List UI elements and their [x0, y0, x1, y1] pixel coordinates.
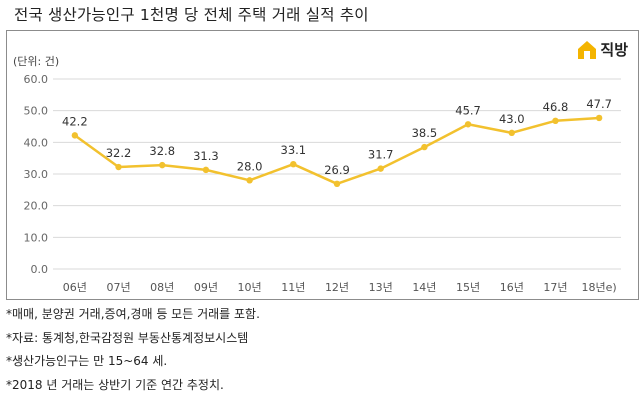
- data-point: [421, 143, 428, 151]
- x-tick-label: 12년: [325, 281, 349, 294]
- data-point: [508, 129, 515, 137]
- x-tick-label: 17년: [543, 281, 567, 294]
- x-tick-label: 14년: [412, 281, 436, 294]
- brand-name: 직방: [600, 41, 628, 59]
- data-label: 32.2: [106, 146, 132, 160]
- data-label: 42.2: [62, 114, 88, 128]
- x-tick-label: 06년: [63, 281, 87, 294]
- x-tick-label: 08년: [150, 281, 174, 294]
- x-tick-label: 10년: [238, 281, 262, 294]
- brand-logo: 직방: [577, 39, 628, 60]
- data-label: 43.0: [499, 112, 525, 126]
- data-point: [159, 161, 166, 169]
- chart-title: 전국 생산가능인구 1천명 당 전체 주택 거래 실적 추이: [14, 6, 369, 24]
- data-point: [246, 177, 253, 184]
- footnotes: *매매, 분양권 거래,증여,경매 등 모든 거래를 포함. *자료: 통계청,…: [6, 303, 260, 397]
- data-label: 32.8: [149, 144, 175, 158]
- data-label: 31.3: [193, 149, 219, 163]
- data-label: 26.9: [324, 163, 350, 177]
- data-point: [377, 165, 384, 172]
- y-tick-label: 30.0: [24, 168, 49, 181]
- x-tick-label: 18년e): [582, 281, 617, 294]
- y-tick-label: 60.0: [24, 73, 49, 86]
- data-point: [290, 160, 297, 168]
- footnote: *생산가능인구는 만 15~64 세.: [6, 354, 168, 368]
- data-point: [202, 166, 210, 174]
- line-chart: (단위: 건) 0.0 10.0 20.0 30.0 40.0 50.0 60.0 06년 07년…: [13, 55, 621, 294]
- y-tick-label: 20.0: [24, 200, 49, 213]
- y-tick-label: 10.0: [24, 231, 49, 244]
- x-tick-label: 16년: [500, 281, 524, 294]
- data-label: 33.1: [281, 143, 307, 157]
- footnote: *자료: 통계청,한국감정원 부동산통계정보시스템: [6, 330, 249, 345]
- data-point: [71, 132, 79, 139]
- y-tick-label: 40.0: [24, 136, 49, 149]
- data-point: [115, 163, 122, 171]
- unit-label: (단위: 건): [13, 55, 59, 68]
- data-label: 38.5: [412, 126, 438, 140]
- data-point: [552, 117, 559, 125]
- x-tick-label: 07년: [106, 281, 130, 294]
- y-tick-label: 0.0: [31, 263, 49, 276]
- footnote: *매매, 분양권 거래,증여,경매 등 모든 거래를 포함.: [6, 307, 260, 321]
- data-point: [595, 114, 603, 122]
- x-tick-label: 11년: [281, 281, 305, 294]
- y-tick-label: 50.0: [24, 105, 49, 118]
- house-logo-icon: [578, 40, 597, 59]
- data-label: 45.7: [455, 103, 481, 117]
- data-point: [333, 180, 341, 188]
- data-label: 46.8: [543, 100, 569, 114]
- chart-panel: 직방 (단위: 건) 0.0 10.0 20.0 30.0 40.0 50.0 60.0 06년…: [6, 30, 639, 300]
- footnote: *2018 년 거래는 상반기 기준 연간 추정치.: [6, 377, 224, 392]
- x-tick-label: 15년: [456, 281, 480, 294]
- data-label: 31.7: [368, 148, 394, 162]
- x-tick-label: 13년: [369, 281, 393, 294]
- x-tick-label: 09년: [194, 281, 218, 294]
- data-point: [464, 121, 472, 128]
- data-label: 28.0: [237, 159, 263, 173]
- data-label: 47.7: [586, 97, 612, 111]
